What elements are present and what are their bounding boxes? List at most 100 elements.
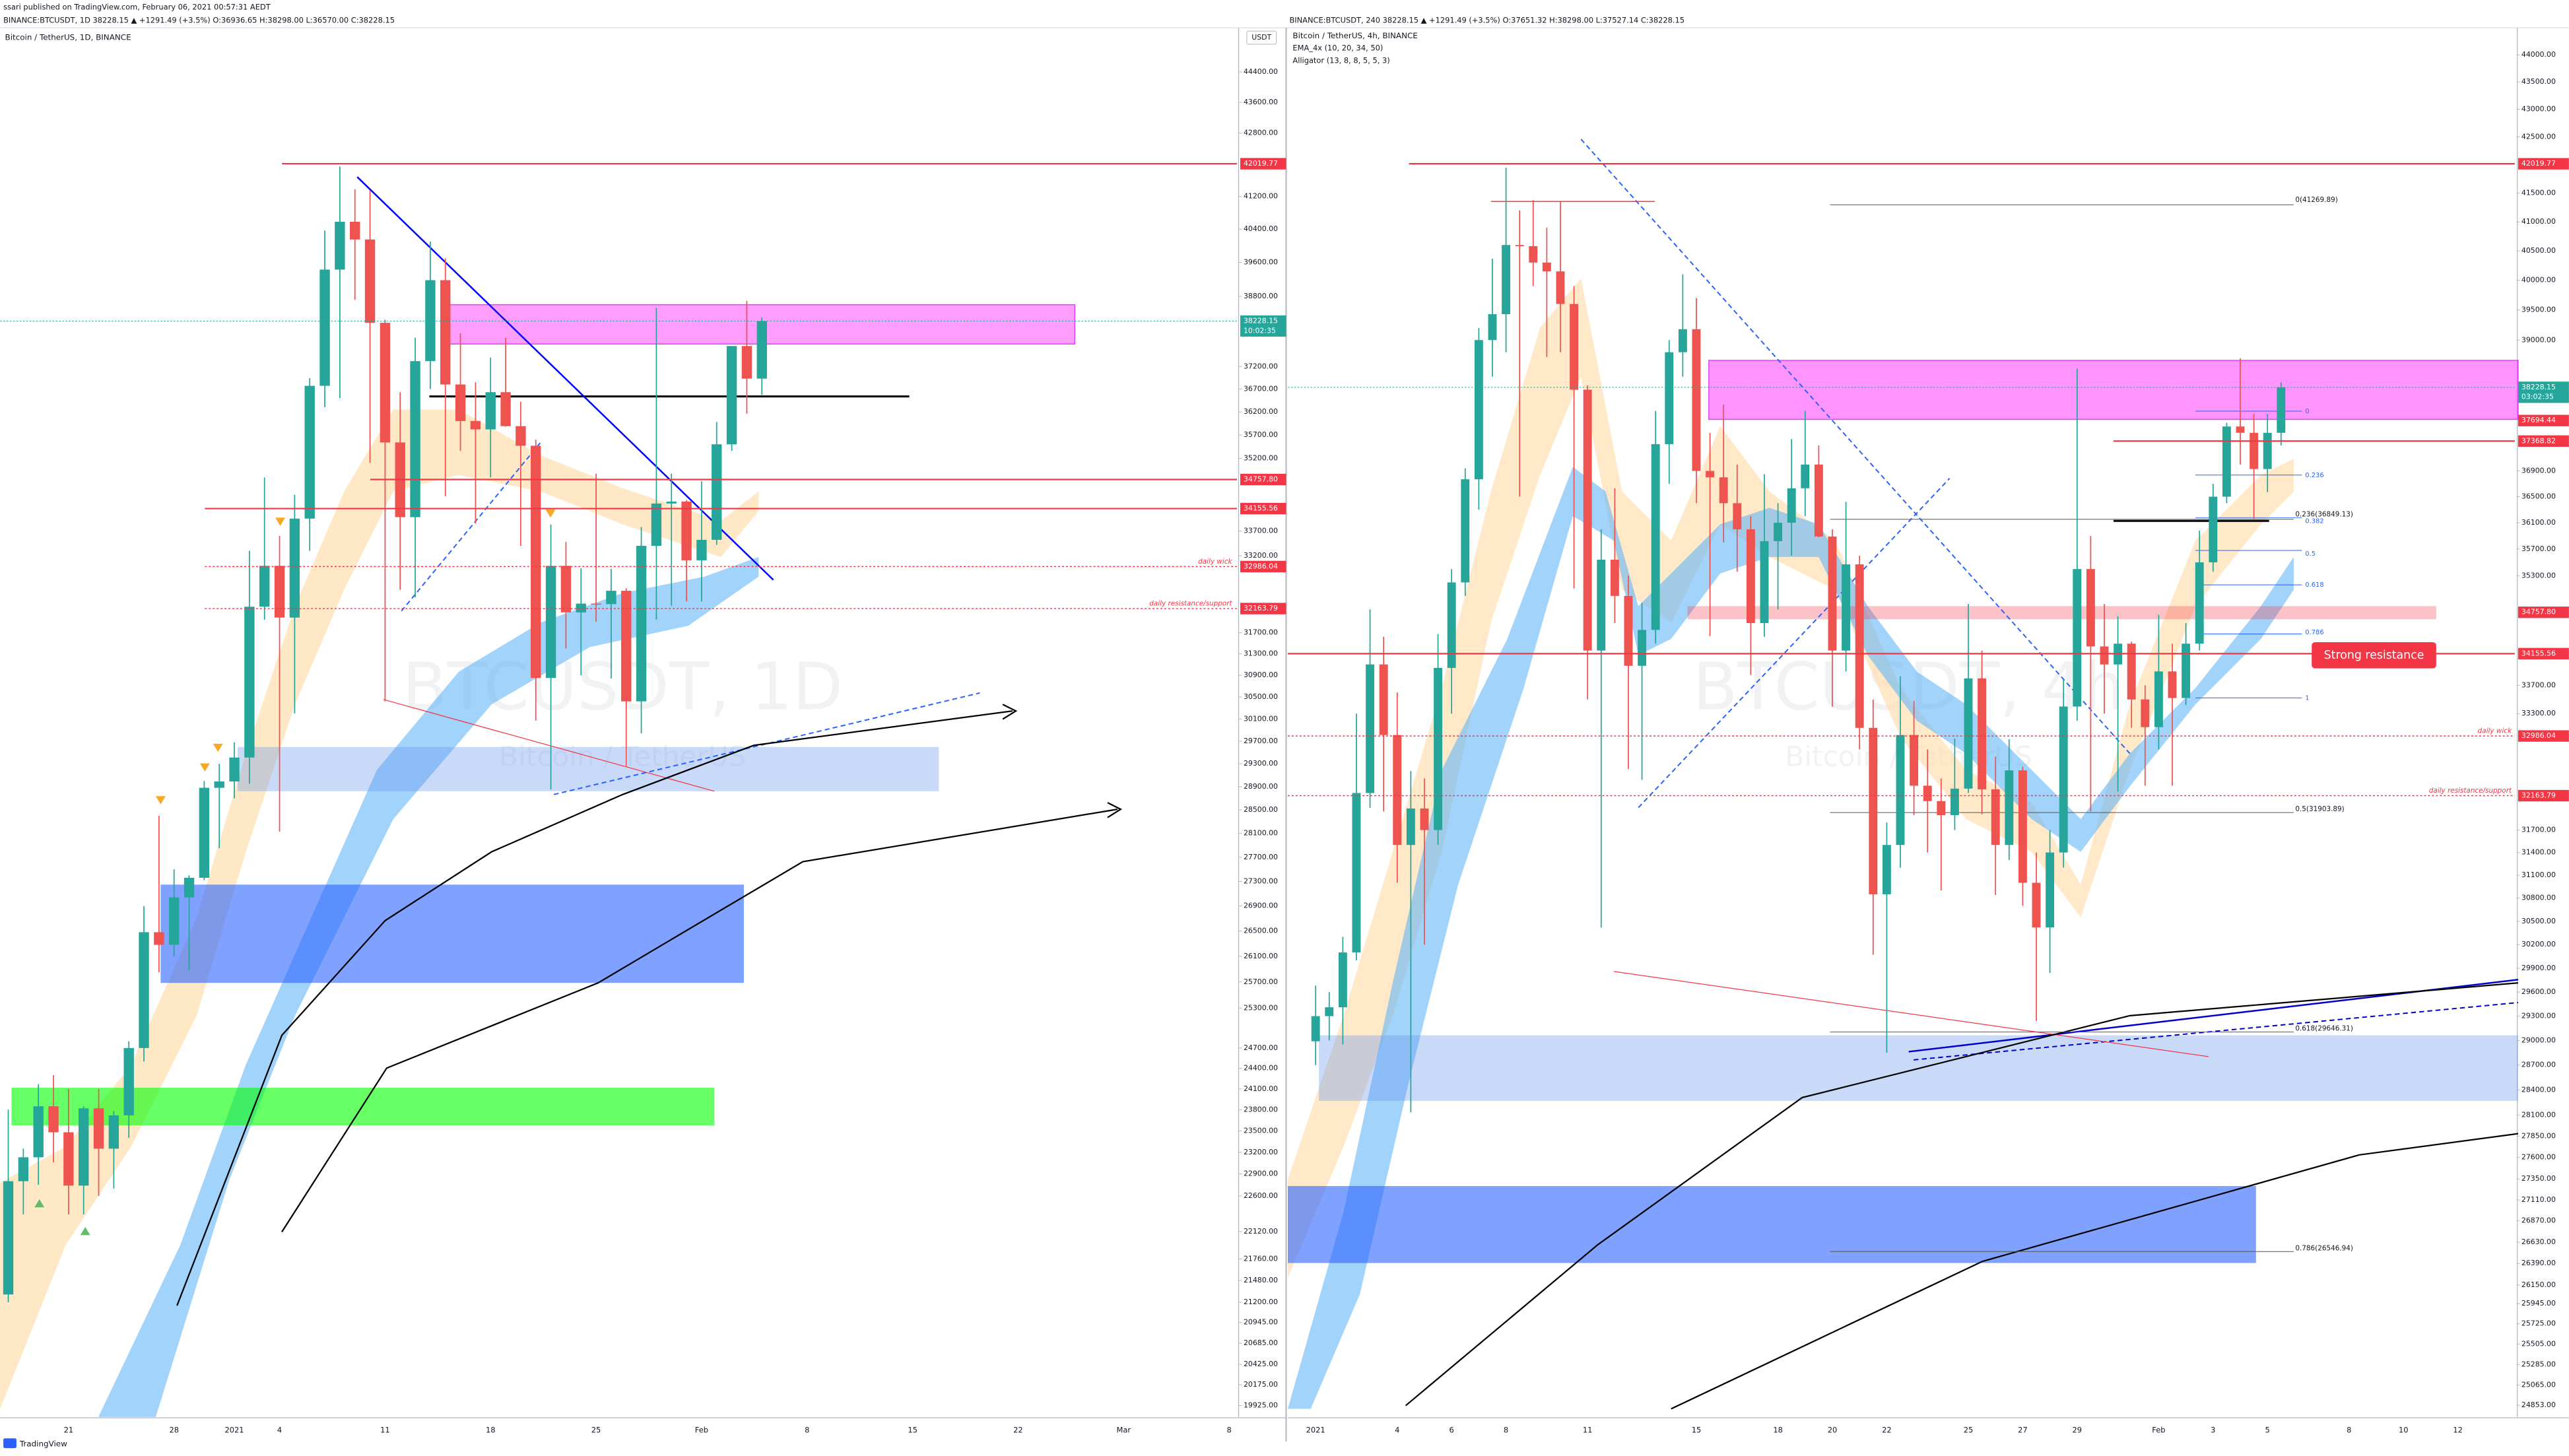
y-tick-label: 24853.00 xyxy=(2521,1401,2556,1409)
y-tick-label: 44000.00 xyxy=(2521,50,2556,59)
candle-body xyxy=(199,787,210,878)
trendline xyxy=(356,176,774,581)
candle-body xyxy=(1787,488,1796,523)
y-tick-label: 27110.00 xyxy=(2521,1195,2556,1204)
y-tick-label: 22900.00 xyxy=(1244,1170,1278,1178)
candle-body xyxy=(2195,562,2204,644)
level-label-box xyxy=(2518,435,2569,447)
candle-body xyxy=(1910,735,1919,786)
y-tick-label: 30500.00 xyxy=(1244,692,1278,701)
x-tick-label: 8 xyxy=(1504,1425,1508,1434)
y-tick-label: 23200.00 xyxy=(1244,1148,1278,1156)
y-tick-label: 39600.00 xyxy=(1244,258,1278,267)
candle-body xyxy=(2141,699,2150,727)
y-tick-label: 27350.00 xyxy=(2521,1174,2556,1183)
y-tick-label: 29000.00 xyxy=(2521,1036,2556,1044)
logo xyxy=(3,1438,17,1449)
level-note: daily wick xyxy=(2478,727,2512,735)
countdown: 10:02:35 xyxy=(1244,326,1276,335)
marker xyxy=(80,1227,90,1236)
x-tick-label: Mar xyxy=(1117,1425,1131,1434)
candle-body xyxy=(1502,245,1511,314)
candle-body xyxy=(1937,801,1946,816)
y-tick-label: 21760.00 xyxy=(1244,1254,1278,1263)
level-label: 32163.79 xyxy=(1244,604,1278,612)
level-label-box xyxy=(2518,414,2569,426)
y-tick-label: 26500.00 xyxy=(1244,926,1278,935)
y-tick-label: 36700.00 xyxy=(1244,384,1278,393)
candle-body xyxy=(2236,426,2245,433)
candle-body xyxy=(560,566,572,612)
candle-body xyxy=(380,323,391,443)
candle-body xyxy=(1366,664,1375,793)
candle-body xyxy=(93,1108,104,1149)
y-tick-label: 25505.00 xyxy=(2521,1339,2556,1348)
trendline xyxy=(553,692,980,795)
y-tick-label: 40500.00 xyxy=(2521,246,2556,255)
candle-body xyxy=(1760,541,1769,624)
chart-title: Bitcoin / TetherUS, 4h, BINANCE xyxy=(1292,31,1417,40)
candle-body xyxy=(289,518,300,618)
candle-body xyxy=(531,446,541,678)
y-tick-label: 28500.00 xyxy=(1244,805,1278,814)
y-tick-label: 19925.00 xyxy=(1244,1401,1278,1410)
trendline xyxy=(383,699,715,792)
level-label-box xyxy=(2518,158,2569,170)
published-line: ssari published on TradingView.com, Febr… xyxy=(3,3,271,12)
candle-body xyxy=(364,239,376,323)
fib-label: 0.786(26546.94) xyxy=(2295,1244,2353,1252)
countdown: 03:02:35 xyxy=(2521,393,2554,401)
candle-body xyxy=(2263,432,2272,469)
zone xyxy=(1708,360,2519,420)
y-tick-label: 26150.00 xyxy=(2521,1280,2556,1289)
candle-body xyxy=(229,757,240,782)
zone xyxy=(1687,606,2436,620)
candle-body xyxy=(1610,560,1619,596)
candle-body xyxy=(1542,262,1551,272)
level-label-box xyxy=(1240,473,1286,486)
candle-body xyxy=(545,566,556,678)
y-tick-label: 31700.00 xyxy=(2521,826,2556,834)
level-label: 34757.80 xyxy=(2521,608,2556,616)
x-tick-label: 18 xyxy=(486,1425,496,1434)
level-label: 37694.44 xyxy=(2521,416,2556,424)
candle-body xyxy=(410,361,420,517)
x-tick-label: 22 xyxy=(1013,1425,1023,1434)
y-tick-label: 24700.00 xyxy=(1244,1043,1278,1052)
candle-body xyxy=(2100,646,2109,665)
candle-body xyxy=(425,280,436,362)
candle-body xyxy=(1651,444,1660,630)
trendline xyxy=(1913,1001,2519,1061)
candle-body xyxy=(1774,523,1783,541)
level-label: 34155.56 xyxy=(2521,649,2556,657)
y-tick-label: 37200.00 xyxy=(1244,362,1278,370)
candle-body xyxy=(1828,536,1837,651)
candle-body xyxy=(1420,808,1429,830)
candle-body xyxy=(1964,678,1973,789)
candle-body xyxy=(1406,808,1415,845)
level-label-box xyxy=(2518,647,2569,660)
projection xyxy=(1671,1133,2519,1410)
candle-body xyxy=(304,385,315,519)
y-tick-label: 26390.00 xyxy=(2521,1259,2556,1267)
candle-body xyxy=(1488,314,1497,341)
candle-body xyxy=(1379,664,1388,735)
trendline xyxy=(1613,971,2209,1057)
y-tick-label: 27700.00 xyxy=(1244,853,1278,861)
y-tick-label: 25700.00 xyxy=(1244,977,1278,986)
y-tick-label: 33700.00 xyxy=(1244,526,1278,535)
zone xyxy=(1287,1185,2256,1263)
quote-line: BINANCE:BTCUSDT, 240 38228.15 ▲ +1291.49… xyxy=(1289,16,1685,25)
candle-body xyxy=(606,591,617,605)
candle-body xyxy=(154,932,164,945)
x-tick-label: 8 xyxy=(1226,1425,1231,1434)
candle-body xyxy=(470,420,481,430)
candle-body xyxy=(319,269,330,386)
y-tick-label: 43600.00 xyxy=(1244,98,1278,106)
candle-body xyxy=(1325,1007,1334,1016)
level-label-box xyxy=(1240,502,1286,515)
x-tick-label: 15 xyxy=(908,1425,918,1434)
arrow-head xyxy=(1002,704,1018,720)
candle-body xyxy=(350,221,360,240)
y-tick-label: 29600.00 xyxy=(2521,987,2556,996)
